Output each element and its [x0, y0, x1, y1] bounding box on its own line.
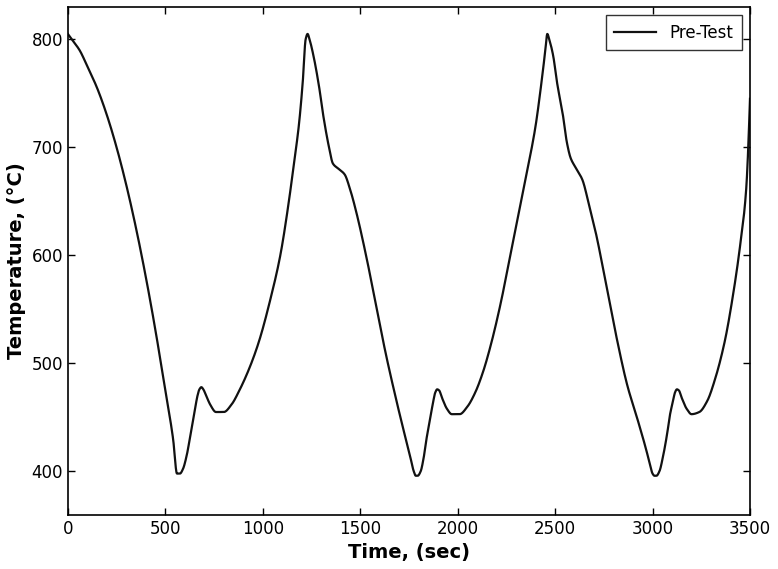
Pre-Test [745, 96, 755, 102]
Y-axis label: Temperature, (°C): Temperature, (°C) [7, 162, 26, 359]
Pre-Test [496, 297, 506, 304]
Pre-Test [97, 98, 107, 105]
Pre-Test [411, 472, 420, 479]
Line: Pre-Test: Pre-Test [68, 34, 750, 476]
X-axis label: Time, (sec): Time, (sec) [348, 543, 470, 562]
Pre-Test [63, 31, 72, 38]
Pre-Test [605, 301, 615, 308]
Pre-Test [467, 397, 476, 403]
Pre-Test [569, 161, 578, 168]
Pre-Test [310, 59, 320, 66]
Legend: Pre-Test: Pre-Test [606, 15, 741, 50]
